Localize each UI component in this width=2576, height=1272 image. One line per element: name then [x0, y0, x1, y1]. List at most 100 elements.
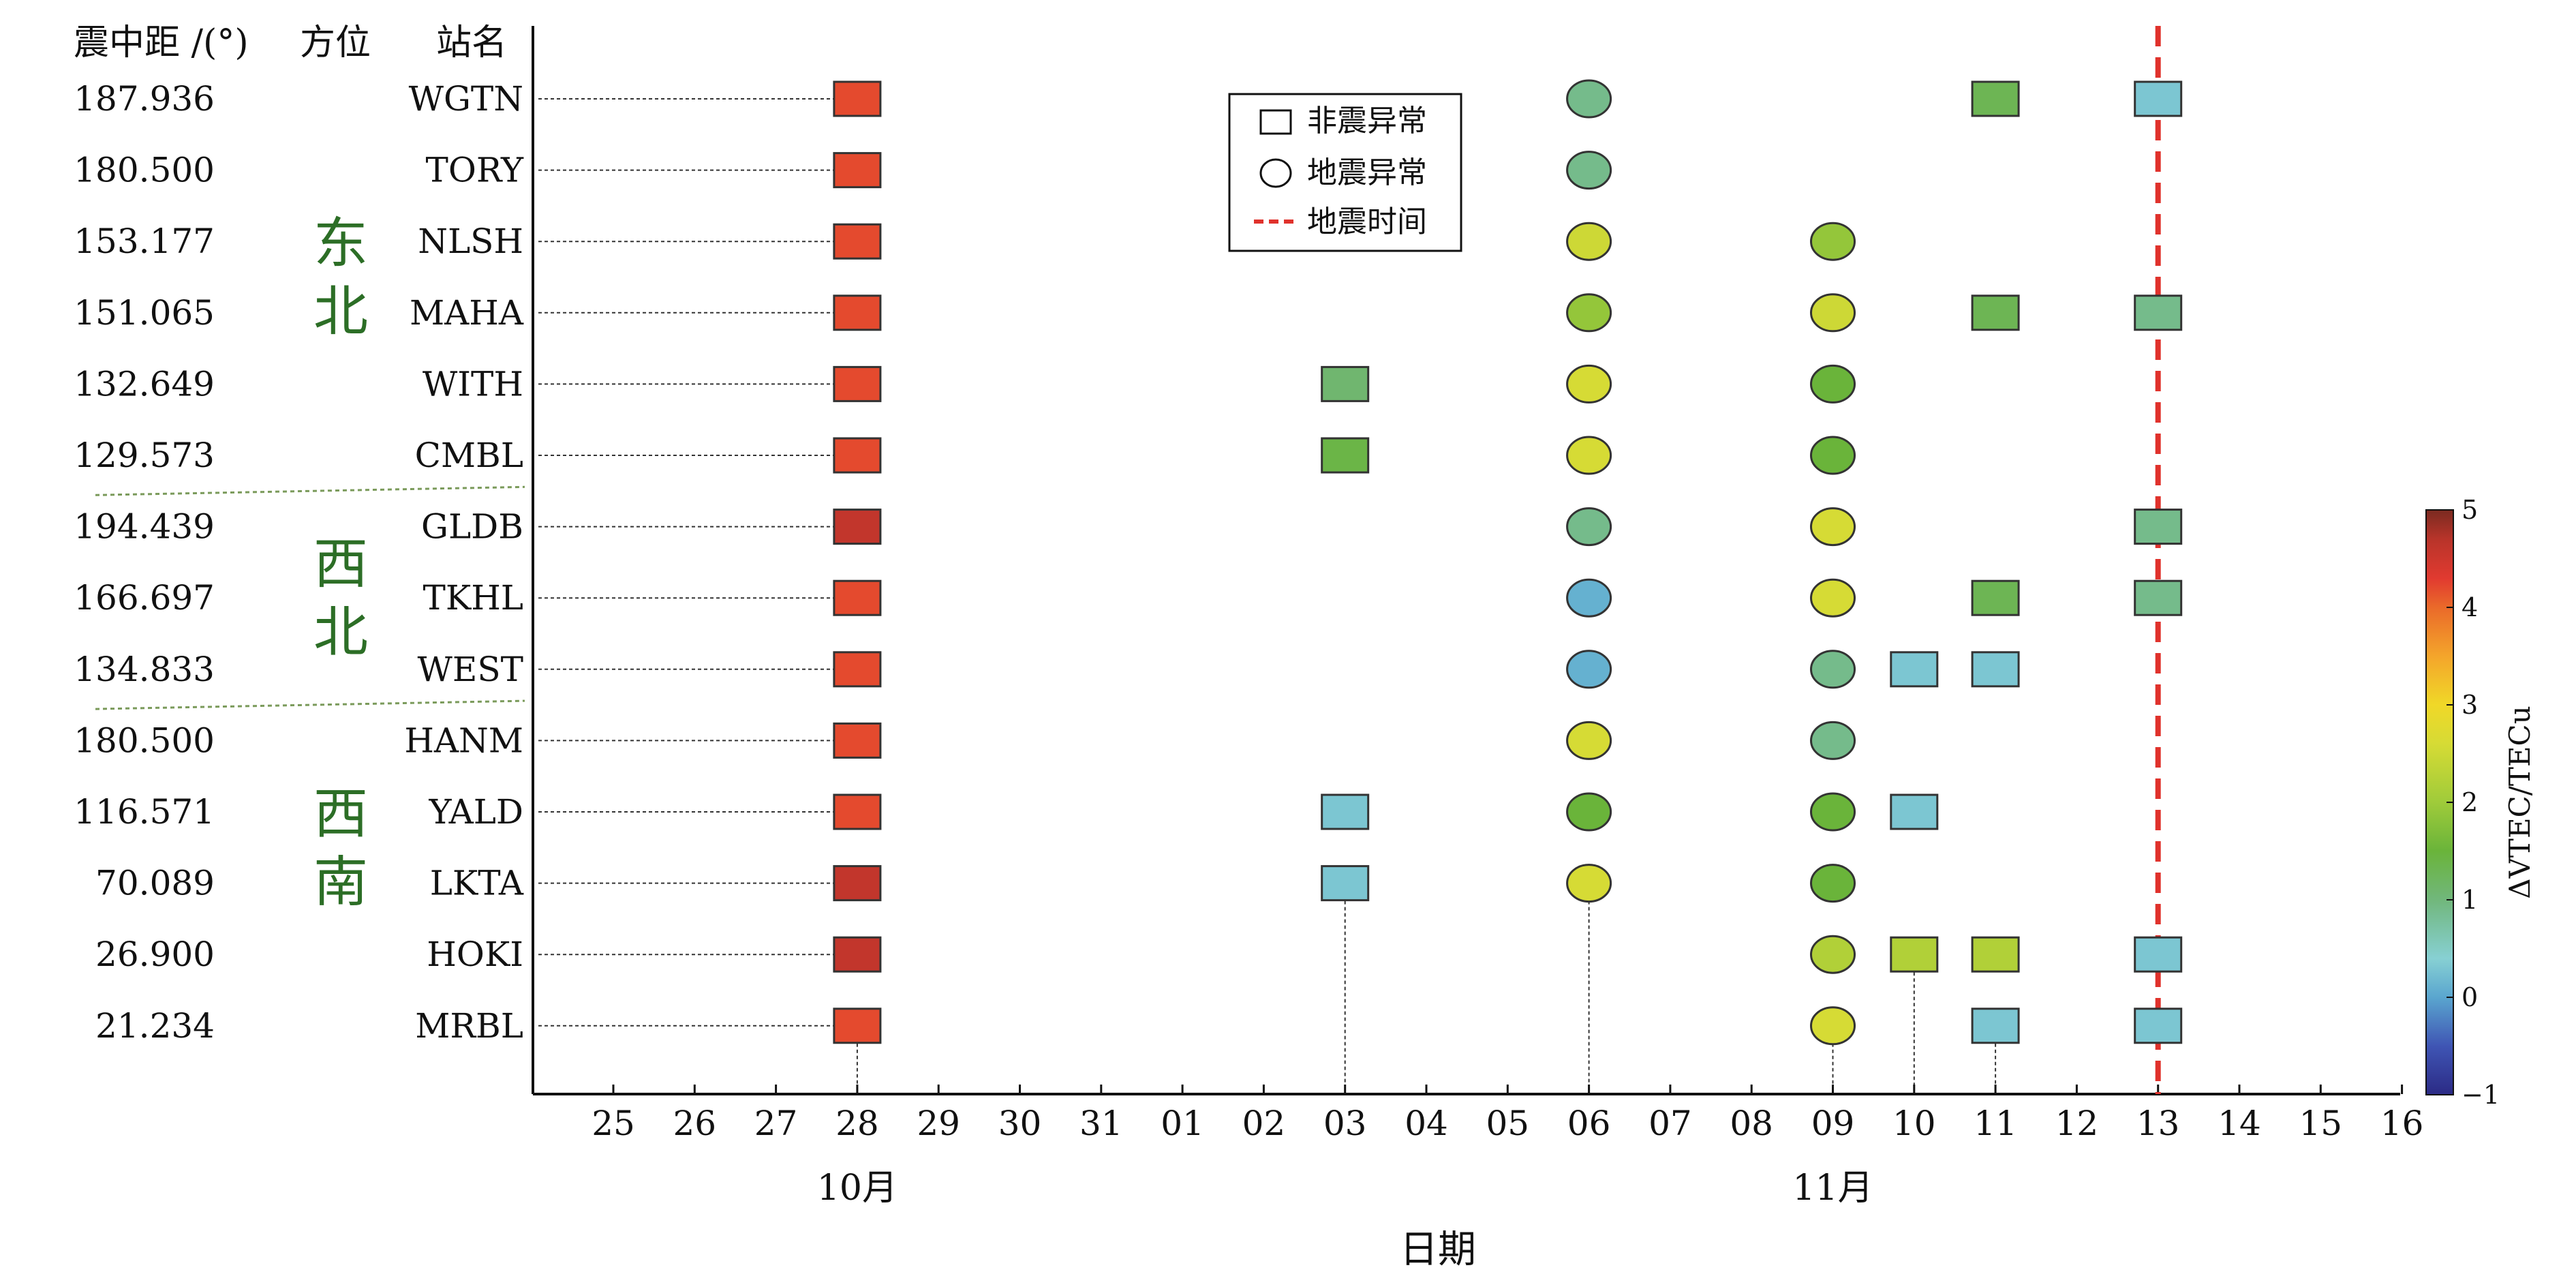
- non-quake-anomaly-marker: [833, 223, 882, 260]
- non-quake-anomaly-marker: [833, 651, 882, 688]
- leader-lines: [538, 98, 1997, 1094]
- station-distance: 180.500: [74, 151, 215, 190]
- station-name: GLDB: [421, 507, 523, 547]
- quake-anomaly-marker: [1566, 507, 1612, 547]
- region-separator: [95, 485, 525, 496]
- non-quake-anomaly-marker: [833, 579, 882, 616]
- non-quake-anomaly-marker: [1971, 579, 2020, 616]
- axes: [532, 26, 2400, 1095]
- station-name: HANM: [404, 721, 523, 760]
- x-tick-label: 02: [1242, 1104, 1286, 1143]
- month-label: 11月: [1792, 1168, 1873, 1209]
- header-azimuth: 方位: [300, 22, 371, 63]
- region-separator: [95, 699, 525, 710]
- quake-anomaly-marker: [1566, 721, 1612, 760]
- non-quake-anomaly-marker: [833, 80, 882, 117]
- quake-anomaly-marker: [1566, 293, 1612, 333]
- station-distance: 153.177: [74, 222, 215, 261]
- x-tick-label: 08: [1730, 1104, 1773, 1143]
- non-quake-anomaly-marker: [2134, 936, 2183, 973]
- x-tick-label: 06: [1567, 1104, 1611, 1143]
- station-name: WITH: [423, 364, 523, 404]
- legend-square-symbol: [1259, 109, 1292, 135]
- non-quake-anomaly-marker: [833, 294, 882, 331]
- quake-anomaly-marker: [1566, 364, 1612, 404]
- station-distance: 187.936: [74, 79, 215, 119]
- station-distance: 194.439: [74, 507, 215, 547]
- non-quake-anomaly-marker: [1971, 294, 2020, 331]
- x-tick-label: 07: [1649, 1104, 1692, 1143]
- non-quake-anomaly-marker: [1971, 80, 2020, 117]
- x-tick-label: 29: [917, 1104, 960, 1143]
- quake-anomaly-marker: [1566, 792, 1612, 832]
- x-tick-label: 14: [2218, 1104, 2261, 1143]
- x-tick-label: 28: [835, 1104, 879, 1143]
- colorbar-tick-label: 5: [2462, 495, 2478, 525]
- station-name: HOKI: [427, 935, 523, 974]
- x-tick-label: 13: [2136, 1104, 2180, 1143]
- non-quake-anomaly-marker: [833, 152, 882, 189]
- non-quake-anomaly-marker: [833, 722, 882, 759]
- station-name: LKTA: [430, 864, 524, 903]
- quake-anomaly-marker: [1566, 650, 1612, 689]
- legend-circle-symbol: [1259, 158, 1292, 188]
- x-axis-title: 日期: [1400, 1228, 1476, 1272]
- x-tick-label: 01: [1161, 1104, 1204, 1143]
- non-quake-anomaly-marker: [2134, 294, 2183, 331]
- non-quake-anomaly-marker: [1890, 793, 1939, 830]
- non-quake-anomaly-marker: [833, 793, 882, 830]
- header-distance: 震中距 /(°): [74, 22, 249, 63]
- non-quake-anomaly-marker: [1890, 651, 1939, 688]
- region-label-char: 北: [313, 601, 368, 664]
- station-distance: 70.089: [95, 864, 215, 903]
- quake-anomaly-marker: [1810, 1006, 1856, 1046]
- non-quake-anomaly-marker: [833, 1008, 882, 1044]
- quake-anomaly-marker: [1810, 507, 1856, 547]
- colorbar-tick-label: −1: [2462, 1080, 2500, 1110]
- colorbar-tick-label: 2: [2462, 787, 2478, 817]
- x-tick-label: 12: [2055, 1104, 2099, 1143]
- region-label-char: 北: [313, 280, 368, 344]
- region-label-char: 东: [313, 212, 368, 275]
- quake-anomaly-marker: [1810, 650, 1856, 689]
- x-tick-label: 11: [1974, 1104, 2017, 1143]
- station-rows: 187.936 WGTN 180.500 TORY 153.177 NLSH 151.065…: [74, 79, 524, 1046]
- non-quake-anomaly-marker: [1321, 437, 1370, 474]
- station-name: MAHA: [410, 293, 524, 333]
- non-quake-anomaly-marker: [2134, 509, 2183, 545]
- month-labels: 10月 11月: [817, 1168, 1873, 1209]
- colorbar-title: ΔVTEC/TECu: [2503, 706, 2536, 898]
- non-quake-anomaly-marker: [1321, 865, 1370, 902]
- legend-label-non-quake: 非震异常: [1307, 104, 1427, 138]
- region-label-char: 西: [313, 782, 368, 845]
- non-quake-anomaly-marker: [833, 365, 882, 402]
- station-name: WGTN: [409, 79, 523, 119]
- station-name: WEST: [418, 650, 524, 689]
- region-label-char: 西: [313, 532, 368, 596]
- station-distance: 21.234: [95, 1006, 215, 1046]
- non-quake-anomaly-marker: [1971, 651, 2020, 688]
- x-tick-label: 31: [1079, 1104, 1123, 1143]
- non-quake-anomaly-marker: [2134, 579, 2183, 616]
- x-tick-label: 30: [998, 1104, 1042, 1143]
- station-distance: 26.900: [95, 935, 215, 974]
- quake-anomaly-marker: [1566, 578, 1612, 618]
- non-quake-anomaly-marker: [833, 865, 882, 902]
- quake-anomaly-marker: [1566, 79, 1612, 119]
- station-name: TORY: [426, 151, 524, 190]
- colorbar-ticks: −1 0 1 2 3 4 5: [2447, 495, 2500, 1110]
- station-name: MRBL: [415, 1006, 523, 1046]
- x-tick-label: 04: [1405, 1104, 1448, 1143]
- quake-anomaly-marker: [1810, 364, 1856, 404]
- colorbar-tick-label: 1: [2462, 885, 2478, 915]
- station-distance: 151.065: [74, 293, 215, 333]
- non-quake-anomaly-marker: [1971, 1008, 2020, 1044]
- x-tick-label: 03: [1323, 1104, 1367, 1143]
- quake-anomaly-marker: [1810, 293, 1856, 333]
- x-tick-label: 27: [754, 1104, 798, 1143]
- station-distance: 129.573: [74, 436, 215, 475]
- station-name: YALD: [428, 792, 523, 832]
- x-ticks: 25 26 27 28 29 30 31 01 02 03 04 05 06 07 08 09 10 11 12 13…: [592, 1085, 2423, 1143]
- quake-anomaly-marker: [1810, 222, 1856, 261]
